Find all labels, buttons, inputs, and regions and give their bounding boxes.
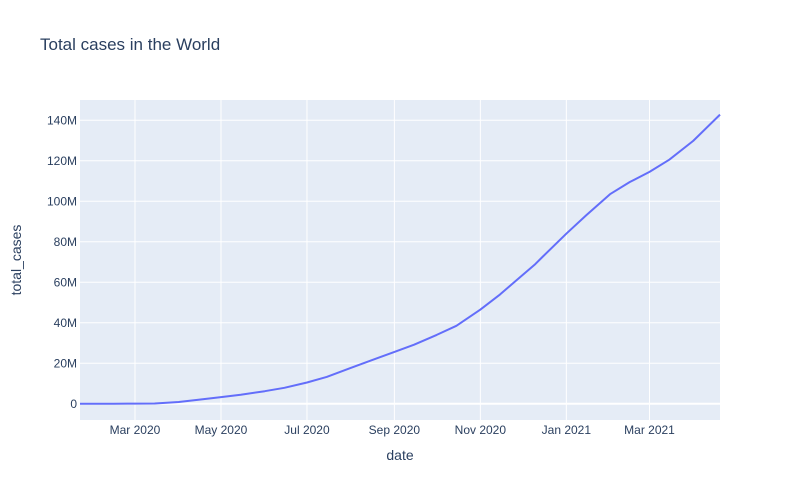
x-tick-label: Jul 2020: [284, 423, 330, 437]
y-tick-label: 20M: [54, 356, 77, 370]
x-tick-label: Sep 2020: [369, 423, 421, 437]
x-gridlines: [134, 100, 651, 420]
x-tick-label: May 2020: [195, 423, 248, 437]
y-tick-label: 60M: [54, 275, 77, 289]
x-tick-labels: Mar 2020 May 2020 Jul 2020 Sep 2020 Nov 2020…: [110, 423, 676, 437]
y-tick-label: 140M: [47, 113, 77, 127]
y-tick-label: 80M: [54, 235, 77, 249]
series-line-total-cases: [79, 113, 721, 405]
y-tick-labels: 0 20M 40M 60M 80M 100M 120M 140M: [47, 113, 77, 411]
y-gridlines: [80, 119, 720, 405]
x-tick-label: Jan 2021: [542, 423, 592, 437]
x-tick-label: Mar 2020: [110, 423, 161, 437]
y-tick-label: 0: [70, 397, 77, 411]
chart-title: Total cases in the World: [40, 35, 220, 54]
x-axis-title: date: [386, 447, 413, 463]
y-axis-title: total_cases: [8, 225, 24, 296]
x-tick-label: Nov 2020: [455, 423, 507, 437]
y-tick-label: 100M: [47, 194, 77, 208]
x-tick-label: Mar 2021: [624, 423, 675, 437]
y-tick-label: 120M: [47, 154, 77, 168]
plot-area: [80, 100, 720, 420]
y-tick-label: 40M: [54, 316, 77, 330]
